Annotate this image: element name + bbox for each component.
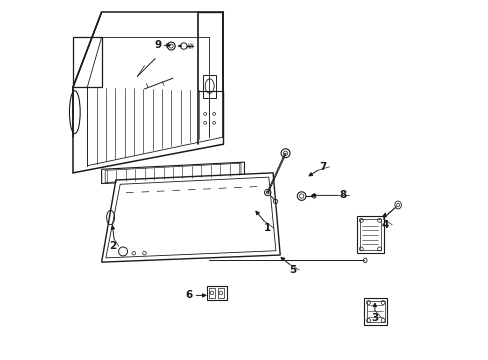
Text: 9: 9 <box>154 40 162 50</box>
Text: 5: 5 <box>288 265 296 275</box>
Bar <box>208 288 215 298</box>
Text: 2: 2 <box>108 241 116 251</box>
Bar <box>203 75 216 98</box>
Bar <box>217 288 224 298</box>
Bar <box>356 216 383 253</box>
Text: 7: 7 <box>319 162 326 172</box>
Text: 8: 8 <box>338 190 346 201</box>
Polygon shape <box>102 162 244 184</box>
Polygon shape <box>102 173 280 262</box>
Text: 4: 4 <box>381 220 388 230</box>
Text: 6: 6 <box>185 291 192 300</box>
Bar <box>364 298 386 325</box>
Bar <box>206 286 226 300</box>
Bar <box>73 37 102 87</box>
Text: 1: 1 <box>264 223 271 233</box>
Bar <box>359 219 380 250</box>
Text: 3: 3 <box>370 312 378 323</box>
Bar <box>366 301 384 322</box>
